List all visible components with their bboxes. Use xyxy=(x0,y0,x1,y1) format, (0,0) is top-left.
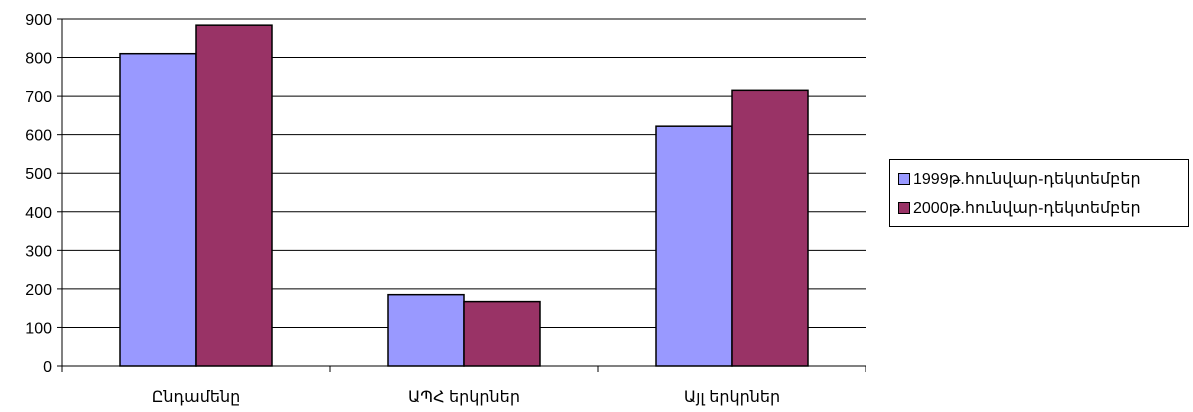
x-tick-label: Ընդամենը xyxy=(152,389,241,406)
y-tick-label: 200 xyxy=(25,282,52,299)
y-tick-label: 300 xyxy=(25,243,52,260)
y-ticks: 0 100 200 300 400 500 600 700 800 900 xyxy=(25,12,62,376)
x-tick-label: ԱՊՀ երկրներ xyxy=(408,389,520,406)
bar-series-2-1 xyxy=(195,24,273,367)
legend-label-series-2: 2000թ.հունվար-դեկտեմբեր xyxy=(913,200,1141,217)
legend-item-series-1: 1999թ.հունվար-դեկտեմբեր xyxy=(898,169,1141,189)
bar-series-1-2 xyxy=(387,293,465,367)
legend-item-series-2: 2000թ.հունվար-դեկտեմբեր xyxy=(898,198,1141,218)
bars xyxy=(119,24,809,367)
y-tick-label: 600 xyxy=(25,128,52,145)
y-tick-label: 900 xyxy=(25,12,52,29)
legend-label-series-1: 1999թ.հունվար-դեկտեմբեր xyxy=(913,171,1141,188)
y-tick-label: 400 xyxy=(25,205,52,222)
y-tick-label: 0 xyxy=(43,359,52,376)
legend-swatch-series-1 xyxy=(898,173,910,185)
y-tick-label: 500 xyxy=(25,166,52,183)
bar-chart: 0 100 200 300 400 500 600 700 800 900 Ընդամենը ԱՊՀ… xyxy=(25,12,866,406)
bar-series-2-3 xyxy=(731,89,809,367)
x-tick-label: Այլ երկրներ xyxy=(684,389,780,406)
x-ticks: Ընդամենը ԱՊՀ երկրներ Այլ երկրներ xyxy=(61,366,866,406)
y-tick-label: 100 xyxy=(25,320,52,337)
legend-swatch-series-2 xyxy=(898,202,910,214)
bar-series-2-2 xyxy=(463,300,541,367)
y-tick-label: 700 xyxy=(25,89,52,106)
y-tick-label: 800 xyxy=(25,51,52,68)
bar-series-1-3 xyxy=(655,125,733,367)
legend: 1999թ.հունվար-դեկտեմբեր 2000թ.հունվար-դե… xyxy=(889,159,1189,227)
bar-series-1-1 xyxy=(119,52,197,367)
